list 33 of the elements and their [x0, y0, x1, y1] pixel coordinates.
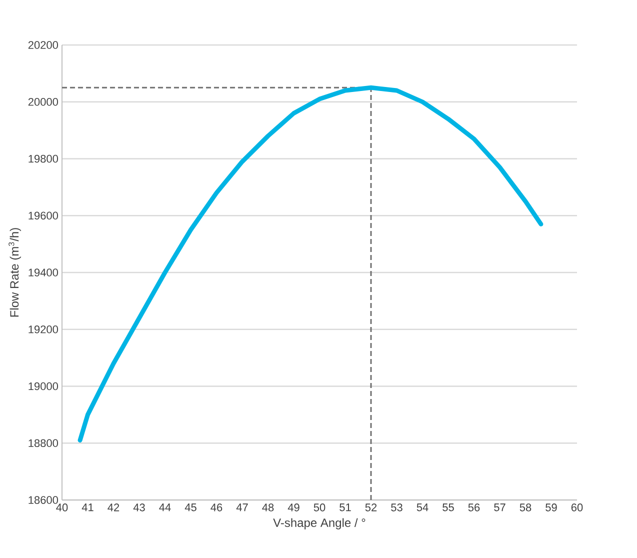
x-tick-label: 49 [288, 504, 300, 512]
y-tick-label: 19000 [28, 382, 58, 390]
x-tick-label: 47 [236, 504, 248, 512]
y-tick-label: 18800 [28, 439, 58, 448]
x-tick-label: 45 [184, 504, 196, 512]
line-series [78, 85, 544, 443]
y-tick-label: 19200 [28, 325, 58, 334]
x-tick-label: 54 [416, 504, 428, 512]
x-tick-label: 59 [546, 504, 557, 512]
y-tick-label: 19800 [28, 154, 58, 163]
x-tick-label: 44 [159, 504, 171, 512]
x-tick-label: 42 [108, 504, 120, 512]
x-tick-label: 53 [391, 504, 402, 512]
x-tick-label: 55 [442, 504, 454, 512]
x-tick-label: 51 [340, 504, 351, 512]
x-tick-label: 40 [56, 504, 68, 512]
x-axis-title: V-shape Angle / ° [273, 518, 366, 530]
x-tick-label: 52 [365, 504, 377, 512]
x-tick-label: 56 [468, 504, 480, 512]
y-tick-label: 20200 [28, 41, 58, 49]
y-tick-label: 20000 [28, 98, 58, 106]
y-axis-title: Flow Rate (m$^{3}$/h) [8, 228, 22, 317]
y-tick-label: 19600 [28, 212, 58, 220]
x-tick-label: 46 [210, 504, 222, 512]
x-tick-label: 57 [494, 504, 506, 512]
x-tick-label: 60 [571, 504, 583, 512]
x-tick-label: 58 [520, 504, 532, 512]
y-tick-label: 19400 [28, 268, 58, 276]
x-tick-label: 50 [314, 504, 326, 512]
x-tick-label: 48 [262, 504, 274, 512]
y-tick-label: 18600 [28, 496, 58, 504]
x-tick-label: 41 [82, 504, 94, 512]
x-tick-label: 43 [133, 504, 145, 512]
